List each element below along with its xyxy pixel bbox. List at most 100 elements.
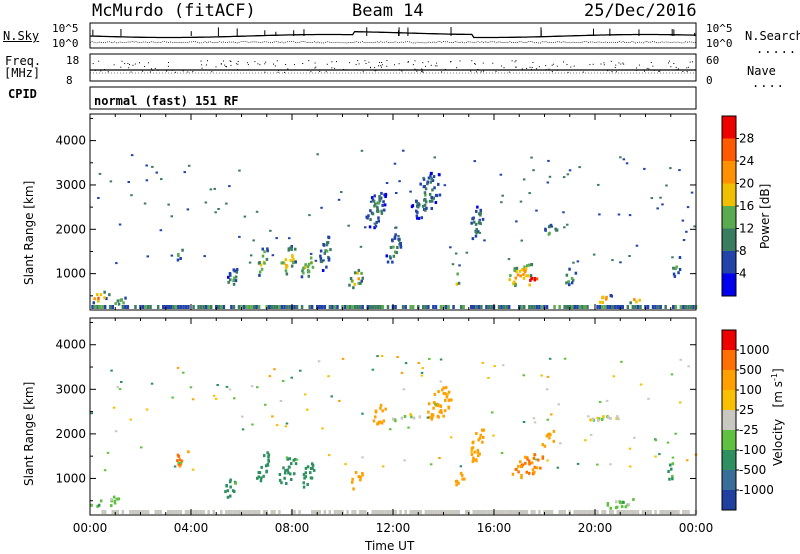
heatmap-cell — [145, 408, 149, 411]
heatmap-cell — [409, 305, 412, 309]
heatmap-cell — [278, 305, 281, 309]
xaxis-label: Time UT — [365, 539, 415, 553]
heatmap-cell — [391, 260, 394, 264]
heatmap-cell — [548, 231, 551, 235]
heatmap-cell — [527, 459, 531, 463]
nave-dot — [166, 70, 168, 72]
heatmap-cell — [507, 305, 511, 309]
heatmap-cell — [519, 460, 522, 464]
heatmap-cell — [97, 197, 100, 199]
heatmap-cell — [371, 510, 375, 514]
heatmap-cell — [671, 256, 674, 259]
heatmap-cell — [278, 473, 282, 476]
velocity-colorbar-frame — [721, 329, 737, 511]
heatmap-cell — [136, 510, 140, 514]
velocity-colorbar-segment — [722, 430, 736, 450]
heatmap-cell — [170, 254, 174, 257]
heatmap-cell — [674, 432, 677, 435]
heatmap-cell — [353, 305, 357, 309]
heatmap-cell — [302, 481, 306, 485]
heatmap-cell — [598, 213, 601, 216]
heatmap-cell — [443, 184, 447, 187]
heatmap-cell — [392, 245, 395, 249]
nave-dot — [254, 61, 256, 63]
heatmap-cell — [602, 415, 605, 419]
heatmap-cell — [430, 417, 434, 421]
cpid-text: normal (fast) 151 RF — [94, 94, 239, 108]
velocity-colorbar-segment — [722, 490, 736, 510]
heatmap-cell — [117, 302, 121, 306]
heatmap-cell — [99, 499, 103, 503]
heatmap-cell — [278, 510, 281, 514]
heatmap-cell — [247, 510, 251, 514]
heatmap-cell — [376, 205, 379, 209]
nave-dot — [130, 71, 132, 73]
heatmap-cell — [260, 267, 264, 271]
heatmap-cell — [472, 458, 475, 461]
heatmap-cell — [179, 257, 182, 260]
heatmap-cell — [424, 305, 428, 309]
heatmap-cell — [325, 265, 328, 269]
heatmap-cell — [647, 397, 650, 400]
heatmap-cell — [525, 510, 529, 514]
heatmap-cell — [395, 251, 399, 255]
heatmap-cell — [228, 480, 232, 484]
nave-dot — [144, 66, 146, 67]
heatmap-cell — [612, 375, 616, 378]
heatmap-cell — [677, 510, 680, 514]
heatmap-cell — [101, 305, 104, 309]
heatmap-cell — [659, 196, 662, 199]
heatmap-cell — [203, 255, 206, 258]
heatmap-cell — [176, 459, 179, 463]
heatmap-cell — [333, 305, 337, 309]
heatmap-cell — [389, 246, 393, 249]
nave-dot — [529, 66, 531, 68]
nave-dot — [603, 62, 605, 64]
heatmap-cell — [689, 305, 693, 309]
nave-label: Nave — [747, 64, 776, 78]
heatmap-cell — [477, 438, 480, 442]
nave-dot — [441, 71, 443, 73]
heatmap-cell — [379, 406, 382, 410]
heatmap-cell — [475, 231, 478, 235]
nave-dot — [223, 60, 224, 62]
heatmap-cell — [520, 239, 524, 242]
heatmap-cell — [491, 411, 494, 414]
heatmap-cell — [361, 473, 364, 477]
power-colorbar-segment — [722, 251, 736, 274]
heatmap-cell — [121, 510, 125, 514]
heatmap-cell — [622, 158, 626, 161]
heatmap-cell — [371, 368, 375, 371]
heatmap-cell — [480, 510, 483, 514]
heatmap-cell — [624, 510, 627, 514]
heatmap-cell — [431, 413, 435, 417]
heatmap-cell — [336, 305, 339, 309]
velocity-colorbar-tick-label: -500 — [739, 463, 766, 477]
heatmap-cell — [179, 462, 182, 466]
nave-dot — [422, 62, 424, 64]
nave-dot — [416, 70, 418, 72]
heatmap-cell — [530, 510, 534, 514]
heatmap-cell — [661, 203, 664, 206]
nave-dot — [636, 69, 638, 71]
heatmap-cell — [430, 196, 433, 199]
heatmap-cell — [194, 510, 198, 514]
nave-dot — [607, 70, 609, 72]
heatmap-cell — [646, 510, 650, 514]
heatmap-cell — [654, 455, 657, 458]
ytick-label: 4000 — [55, 134, 86, 148]
heatmap-cell — [313, 510, 317, 514]
heatmap-cell — [290, 376, 294, 379]
nave-dot — [508, 71, 510, 73]
heatmap-cell — [169, 510, 173, 514]
nave-dot — [615, 71, 617, 73]
heatmap-cell — [608, 305, 612, 309]
heatmap-cell — [533, 278, 537, 282]
xtick-label: 08:00 — [275, 521, 310, 535]
heatmap-cell — [271, 254, 275, 257]
power-colorbar-tick-label: 4 — [739, 267, 747, 281]
power-colorbar: 4 8 12 16 20 24 28 — [721, 115, 754, 297]
heatmap-cell — [373, 204, 376, 208]
heatmap-cell — [416, 201, 419, 205]
heatmap-cell — [679, 358, 682, 361]
